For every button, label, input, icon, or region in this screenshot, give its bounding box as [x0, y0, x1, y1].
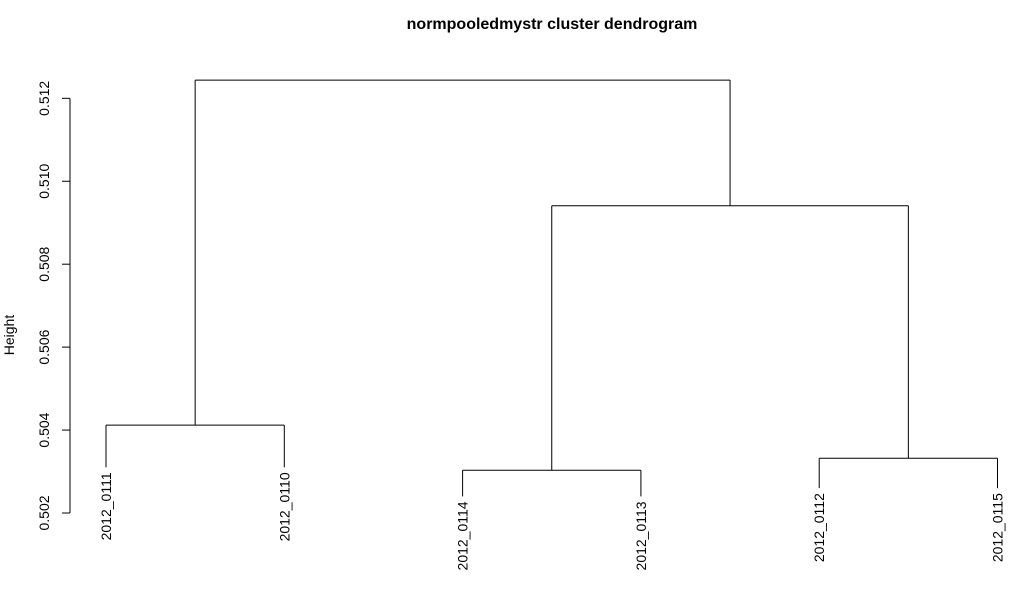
chart-title: normpooledmystr cluster dendrogram — [407, 16, 698, 33]
leaf-label: 2012_0111 — [98, 472, 114, 540]
leaf-label: 2012_0114 — [455, 501, 471, 570]
dendrogram-tree — [105, 79, 998, 497]
y-tick-label: 0.510 — [36, 164, 52, 199]
y-axis-title: Height — [1, 315, 17, 356]
leaf-label: 2012_0110 — [276, 472, 292, 541]
y-tick-label: 0.504 — [36, 412, 52, 447]
leaf-label: 2012_0112 — [811, 493, 827, 562]
y-tick-label: 0.508 — [36, 246, 52, 281]
leaf-label: 2012_0115 — [990, 493, 1006, 562]
y-axis-ticks: 0.502 0.504 0.506 0.508 0.510 0.512 — [36, 81, 70, 531]
y-tick-label: 0.506 — [36, 329, 52, 364]
y-tick-label: 0.512 — [36, 81, 52, 116]
leaf-label: 2012_0113 — [633, 501, 649, 570]
leaf-labels: 2012_0111 2012_0110 2012_0114 2012_0113 2012… — [98, 472, 1006, 570]
y-tick-label: 0.502 — [36, 495, 52, 530]
